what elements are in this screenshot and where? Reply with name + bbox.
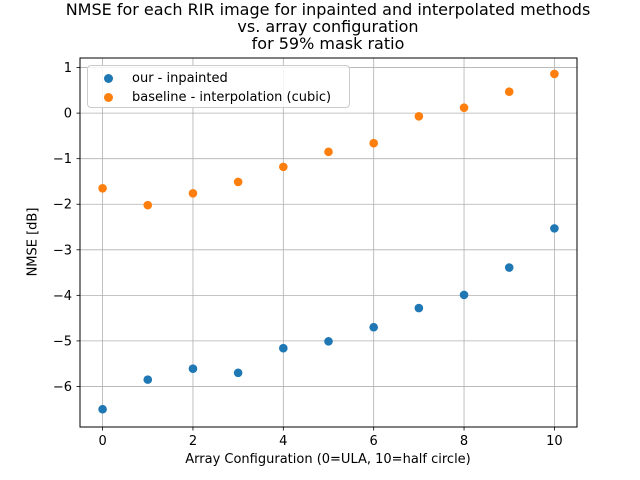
data-point-series-1: [188, 189, 198, 198]
chart-title-line-1: NMSE for each RIR image for inpainted an…: [65, 0, 591, 19]
chart-title: NMSE for each RIR image for inpainted an…: [66, 1, 591, 52]
data-point-series-0: [188, 364, 198, 373]
y-tick-label: −4: [53, 289, 72, 304]
data-point-series-1: [143, 200, 153, 210]
data-point-series-0: [98, 404, 107, 414]
data-point-series-1: [98, 183, 107, 193]
x-tick-label: 10: [546, 434, 563, 449]
y-tick-label: −3: [53, 243, 72, 258]
legend: our - inpainted baseline - interpolation…: [87, 65, 350, 108]
data-point-series-1: [414, 112, 424, 121]
legend-marker-baseline-icon: [104, 93, 113, 102]
data-point-series-0: [550, 224, 559, 233]
data-point-series-1: [324, 147, 333, 157]
data-point-series-0: [324, 337, 333, 346]
data-point-series-1: [279, 162, 288, 172]
legend-label-baseline: baseline - interpolation (cubic): [132, 90, 332, 105]
chart-title-line-3: for 59% mask ratio: [251, 34, 405, 53]
y-tick-label: −5: [53, 334, 72, 349]
x-tick-label: 0: [98, 434, 106, 449]
data-point-series-0: [233, 368, 243, 378]
x-tick-label: 8: [460, 434, 468, 449]
data-point-series-0: [504, 263, 514, 272]
data-point-series-0: [369, 322, 378, 332]
y-tick-label: −6: [53, 380, 72, 395]
y-tick-label: 0: [64, 107, 72, 122]
data-point-series-0: [279, 343, 288, 353]
legend-marker-our-icon: [104, 74, 113, 83]
data-point-series-1: [369, 138, 378, 148]
data-point-series-0: [459, 290, 469, 300]
axes-frame: [79, 57, 578, 428]
data-point-series-0: [143, 375, 153, 384]
x-tick-label: 4: [279, 434, 287, 449]
y-tick-label: −1: [53, 152, 72, 167]
chart-title-line-2: vs. array configuration: [237, 17, 419, 36]
x-tick-label: 6: [370, 434, 378, 449]
y-axis-label: NMSE [dB]: [25, 207, 41, 277]
x-tick-label: 2: [189, 434, 197, 449]
data-point-series-1: [504, 87, 514, 97]
x-axis-label: Array Configuration (0=ULA, 10=half circ…: [185, 452, 471, 467]
data-point-series-0: [414, 303, 424, 313]
legend-label-our: our - inpainted: [132, 71, 228, 86]
data-point-series-1: [233, 177, 243, 187]
data-point-series-1: [550, 69, 559, 79]
y-tick-label: 1: [64, 61, 72, 76]
data-point-series-1: [459, 103, 469, 112]
legend-item-our: our - inpainted: [88, 69, 349, 88]
legend-item-baseline: baseline - interpolation (cubic): [88, 88, 349, 107]
y-tick-label: −2: [53, 198, 72, 213]
